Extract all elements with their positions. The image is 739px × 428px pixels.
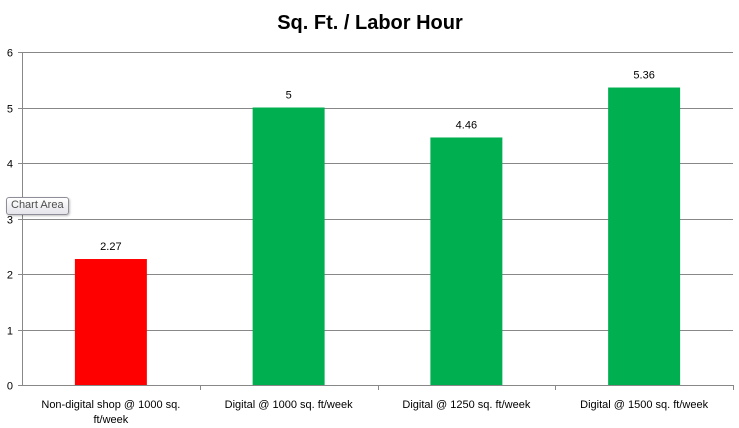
chart-title: Sq. Ft. / Labor Hour: [277, 12, 463, 34]
y-tick-label: 2: [7, 270, 13, 282]
bar: [430, 137, 503, 385]
y-tick-label: 0: [7, 381, 13, 393]
bar-value-label: 5: [286, 90, 292, 102]
y-tick-label: 4: [7, 159, 13, 171]
x-category-label: Digital @ 1000 sq. ft/week: [225, 399, 353, 411]
bar-value-label: 5.36: [633, 70, 654, 82]
x-category-label: Digital @ 1250 sq. ft/week: [402, 399, 530, 411]
y-tick-label: 5: [7, 104, 13, 116]
x-category-label: Non-digital shop @ 1000 sq.: [41, 399, 180, 411]
bar: [74, 259, 147, 385]
bar: [252, 107, 325, 385]
bar: [608, 87, 681, 386]
x-category-label: Digital @ 1500 sq. ft/week: [580, 399, 708, 411]
y-tick-label: 3: [7, 215, 13, 227]
chart-area-tooltip: Chart Area: [6, 197, 69, 215]
bar-value-label: 4.46: [456, 119, 477, 131]
y-tick-label: 1: [7, 326, 13, 338]
y-tick-label: 6: [7, 48, 13, 60]
bar-value-label: 2.27: [100, 241, 121, 253]
x-category-label: ft/week: [93, 414, 128, 426]
